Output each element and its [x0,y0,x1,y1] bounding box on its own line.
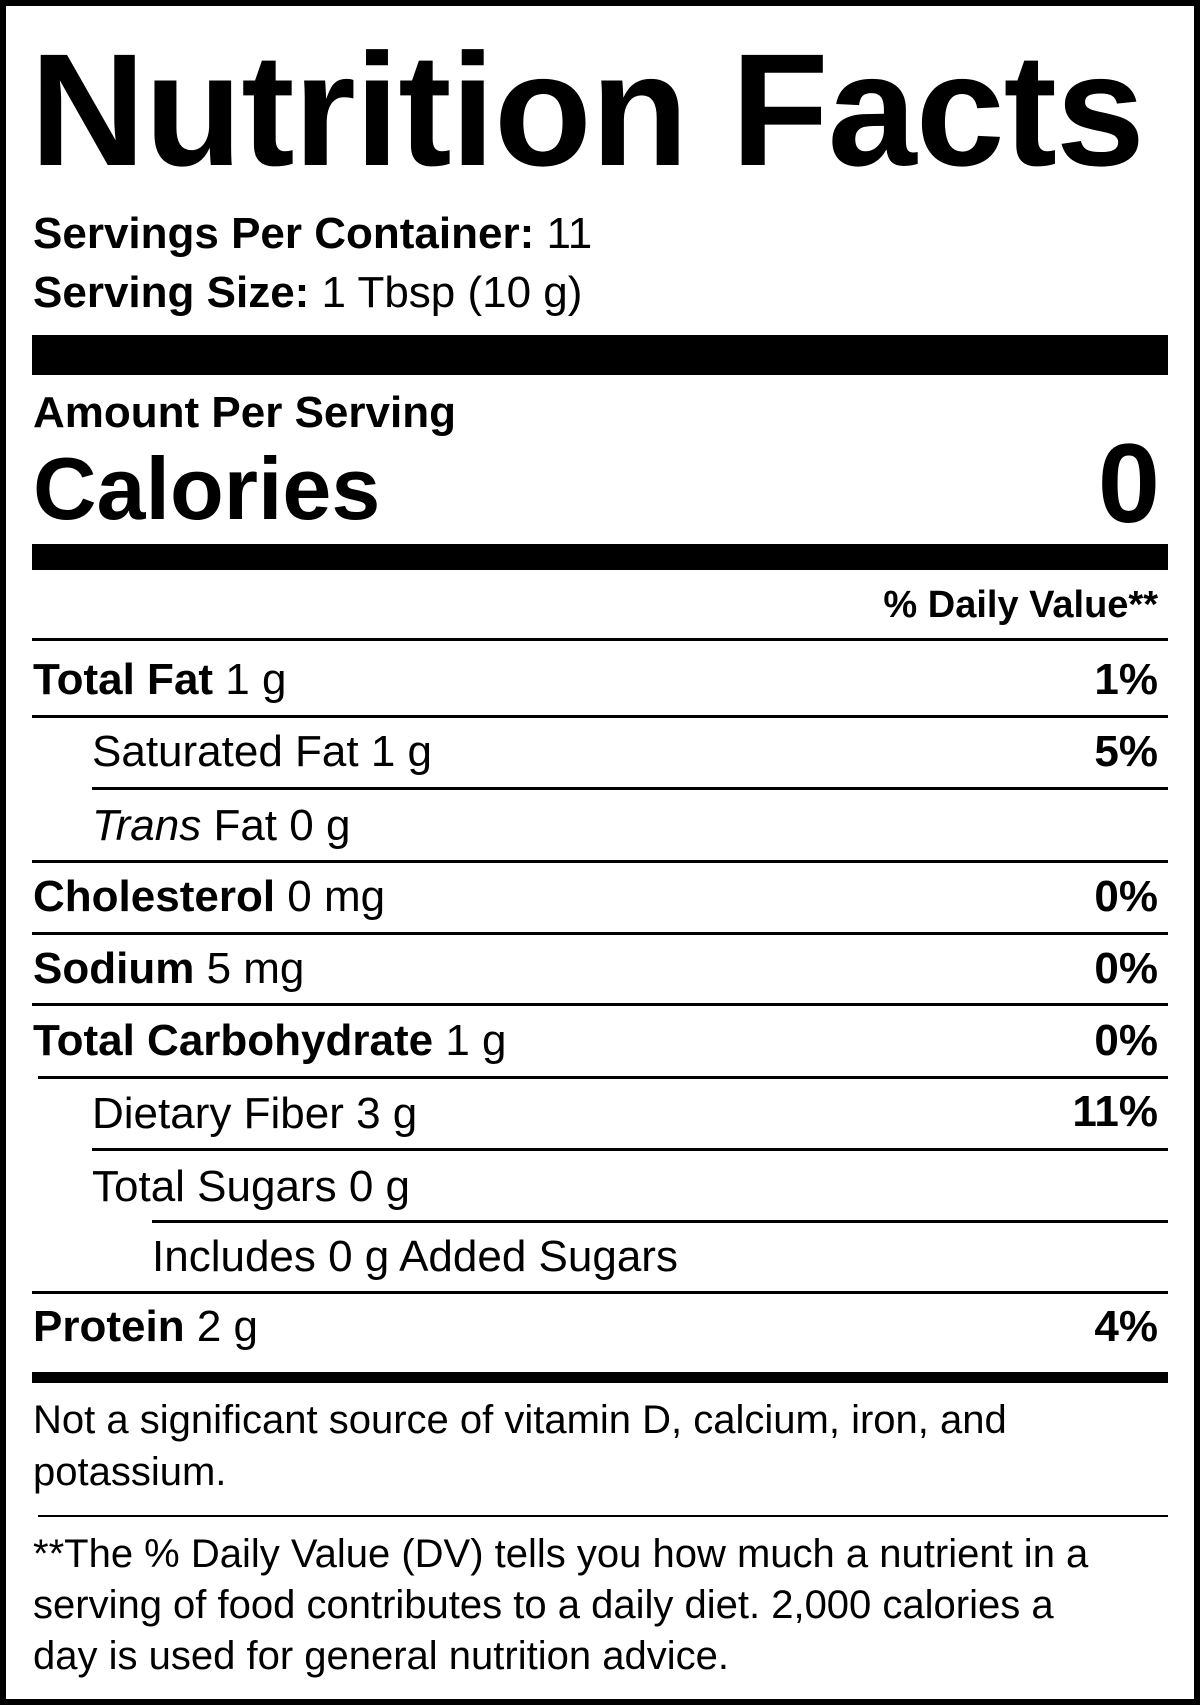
divider [32,638,1168,641]
nutrient-name: Dietary Fiber [92,1089,344,1138]
dv-dietary-fiber: 11% [1072,1087,1158,1136]
nutrient-name: Trans [92,801,202,850]
nutrient-name: Total Sugars [92,1162,337,1211]
thick-divider [32,1372,1168,1383]
servings-value: 11 [546,209,593,258]
dv-sodium: 0% [1094,944,1158,993]
not-significant-line-2: potassium. [33,1450,227,1494]
nutrient-amount: 5 mg [206,944,305,993]
servings-per-container: Servings Per Container: 11 [33,204,592,264]
medium-divider [32,544,1168,570]
nutrient-amount: 0 mg [287,872,386,921]
nutrient-name: Saturated Fat [92,727,359,776]
divider [92,787,1168,790]
nutrient-total-carbohydrate: Total Carbohydrate 1 g [33,1011,507,1071]
label-title: Nutrition Facts [30,20,1145,199]
footnote-line-1: **The % Daily Value (DV) tells you how m… [33,1532,1089,1576]
nutrient-dietary-fiber: Dietary Fiber 3 g [92,1084,417,1144]
nutrient-total-fat: Total Fat 1 g [33,650,286,710]
nutrient-name: Total Carbohydrate [33,1016,434,1065]
dv-saturated-fat: 5% [1094,727,1158,776]
divider [32,715,1168,718]
nutrient-protein: Protein 2 g [33,1297,258,1357]
not-significant-line-1: Not a significant source of vitamin D, c… [33,1398,1007,1442]
nutrient-amount: 0 g [348,1162,410,1211]
divider [38,1076,1168,1079]
dv-protein: 4% [1094,1302,1158,1351]
servings-label: Servings Per Container: [33,209,535,258]
nutrient-amount: 0 g [289,801,351,850]
thick-divider [32,335,1168,375]
divider [32,932,1168,935]
dv-cholesterol: 0% [1094,872,1158,921]
nutrient-name-suffix: Fat [213,801,278,850]
nutrient-cholesterol: Cholesterol 0 mg [33,867,385,927]
nutrient-amount: 1 g [370,727,433,776]
nutrient-amount: 3 g [356,1089,418,1138]
divider [92,1148,1168,1151]
divider [32,860,1168,863]
serving-size: Serving Size: 1 Tbsp (10 g) [33,263,582,323]
amount-per-serving: Amount Per Serving [33,388,456,437]
thin-divider [38,1515,1168,1517]
nutrient-sodium: Sodium 5 mg [33,939,304,999]
serving-size-value: 1 Tbsp (10 g) [321,268,583,317]
nutrient-name: Protein [33,1302,185,1351]
divider [32,1291,1168,1294]
serving-size-label: Serving Size: [33,268,310,317]
nutrient-name: Cholesterol [33,872,276,921]
nutrient-trans-fat: Trans Fat 0 g [92,796,350,856]
nutrient-amount: 1 g [445,1016,507,1065]
calories-label: Calories [33,439,381,538]
calories-value: 0 [1097,421,1160,546]
nutrient-added-sugars: Includes 0 g Added Sugars [152,1232,678,1281]
divider [152,1220,1168,1223]
nutrient-saturated-fat: Saturated Fat 1 g [92,722,432,782]
nutrient-name: Sodium [33,944,195,993]
footnote-line-3: day is used for general nutrition advice… [33,1634,729,1678]
dv-total-fat: 1% [1094,655,1158,704]
divider [32,1003,1168,1006]
nutrient-total-sugars: Total Sugars 0 g [92,1157,410,1217]
nutrient-amount: 1 g [225,655,287,704]
daily-value-header: % Daily Value** [883,584,1158,626]
nutrient-name: Total Fat [33,655,214,704]
nutrient-amount: 2 g [196,1302,258,1351]
dv-total-carbohydrate: 0% [1094,1016,1158,1065]
footnote-line-2: serving of food contributes to a daily d… [33,1583,1054,1627]
